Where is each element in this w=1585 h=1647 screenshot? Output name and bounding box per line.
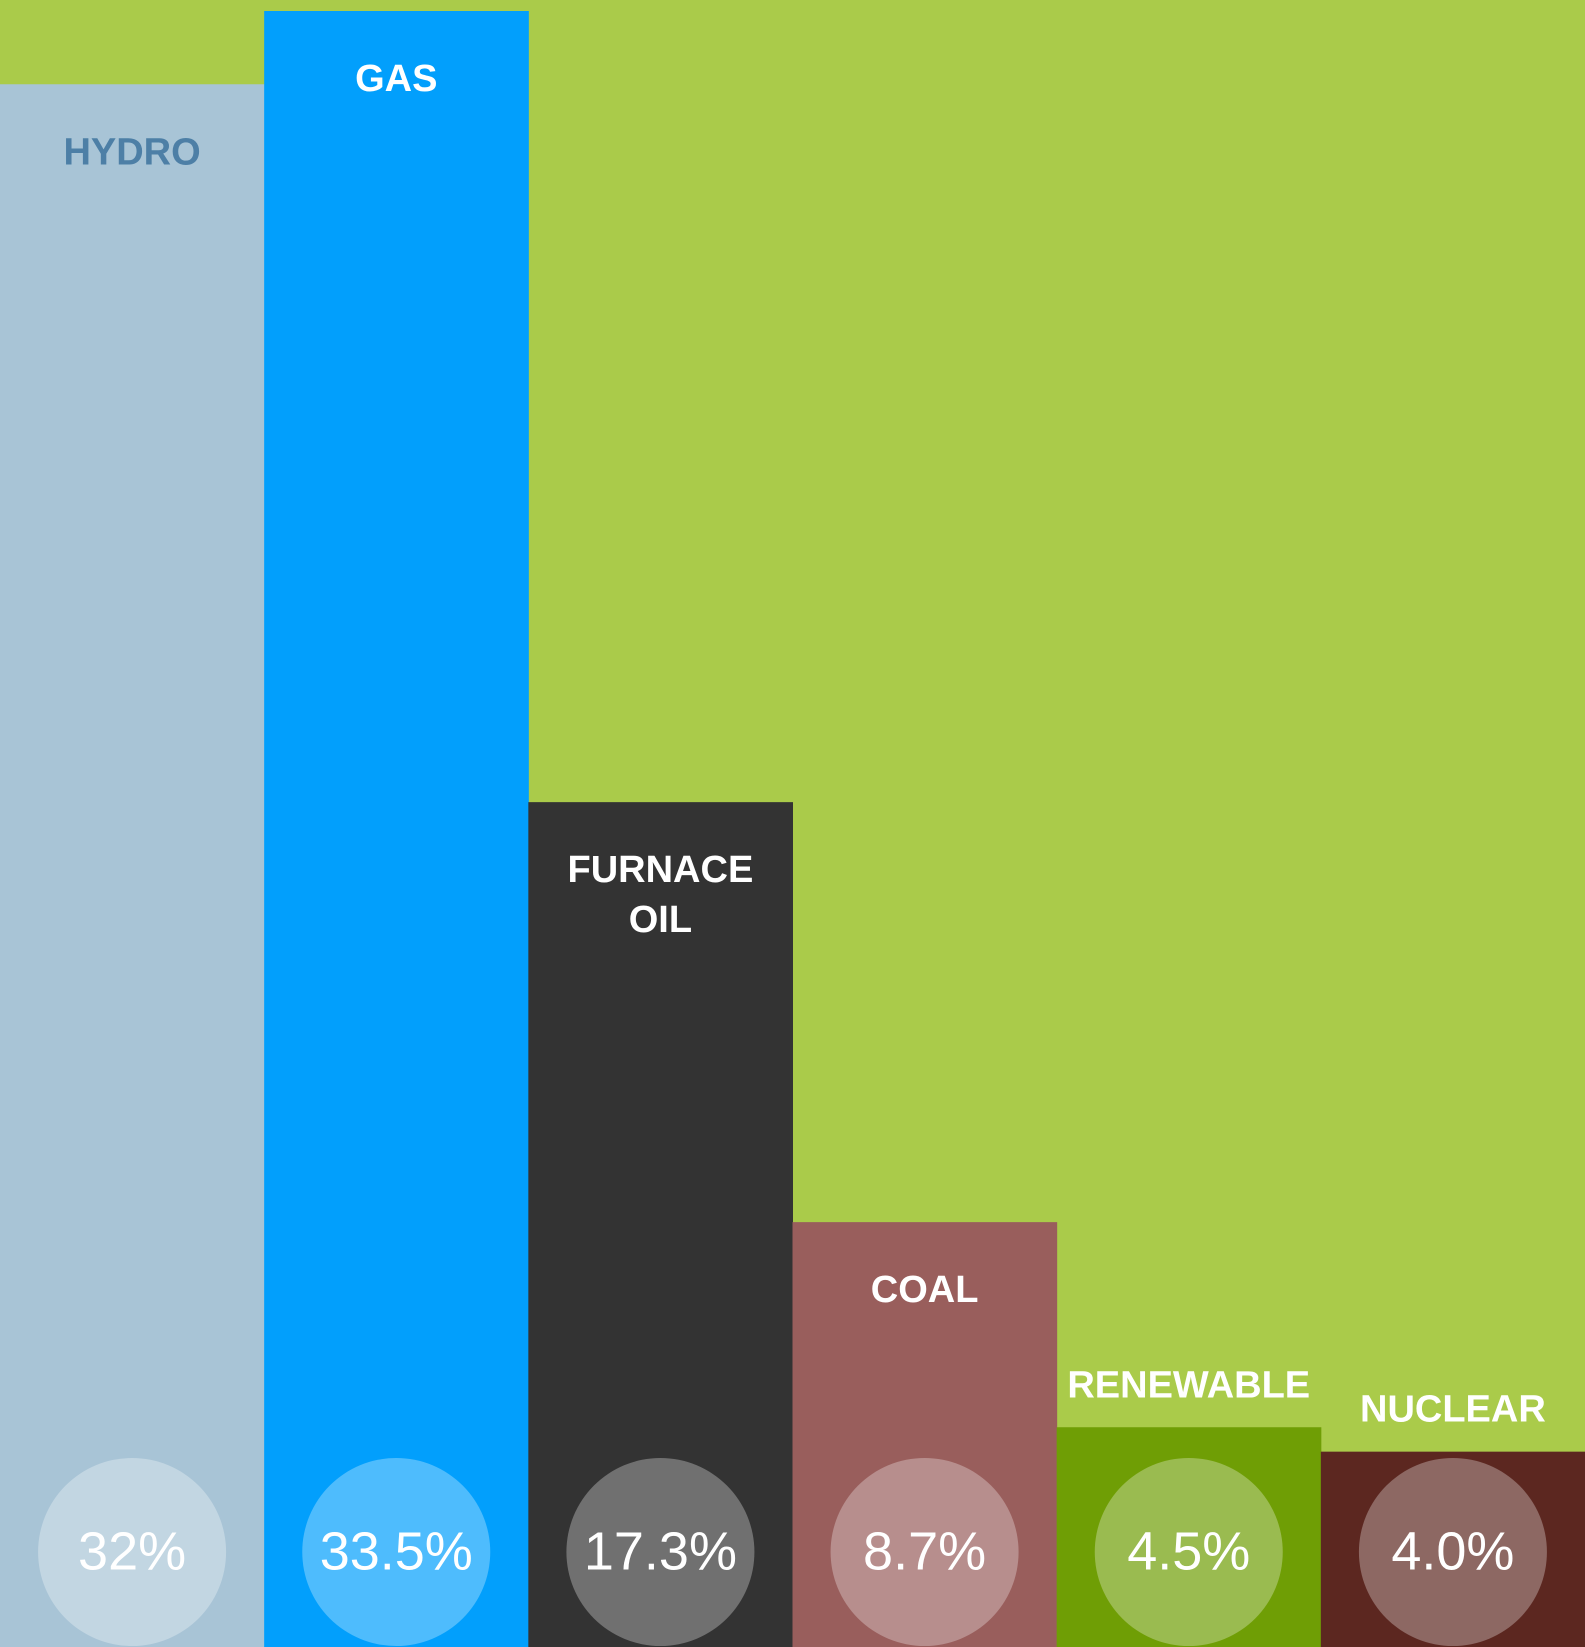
value-badge bbox=[302, 1458, 491, 1646]
value-label: 8.7% bbox=[863, 1521, 986, 1581]
value-label: 33.5% bbox=[320, 1521, 473, 1581]
bar bbox=[528, 802, 793, 1647]
value-label: 4.0% bbox=[1391, 1521, 1514, 1581]
value-label: 32% bbox=[78, 1521, 186, 1581]
value-badge bbox=[1094, 1458, 1283, 1646]
category-label: FURNACE OIL bbox=[568, 849, 754, 941]
category-label: HYDRO bbox=[63, 131, 200, 173]
value-badge bbox=[38, 1458, 227, 1646]
value-label: 17.3% bbox=[584, 1521, 737, 1581]
value-badge bbox=[566, 1458, 755, 1646]
bar bbox=[1320, 1451, 1585, 1647]
bar bbox=[1056, 1427, 1322, 1647]
category-label: GAS bbox=[355, 58, 437, 100]
category-label: COAL bbox=[871, 1269, 979, 1311]
category-label: RENEWABLE bbox=[1067, 1364, 1310, 1406]
value-label: 4.5% bbox=[1127, 1521, 1250, 1581]
bar bbox=[0, 84, 265, 1647]
category-label: NUCLEAR bbox=[1360, 1389, 1546, 1431]
value-badge bbox=[1358, 1458, 1547, 1646]
bar bbox=[264, 11, 529, 1647]
bar bbox=[792, 1222, 1058, 1647]
value-badge bbox=[830, 1458, 1019, 1646]
